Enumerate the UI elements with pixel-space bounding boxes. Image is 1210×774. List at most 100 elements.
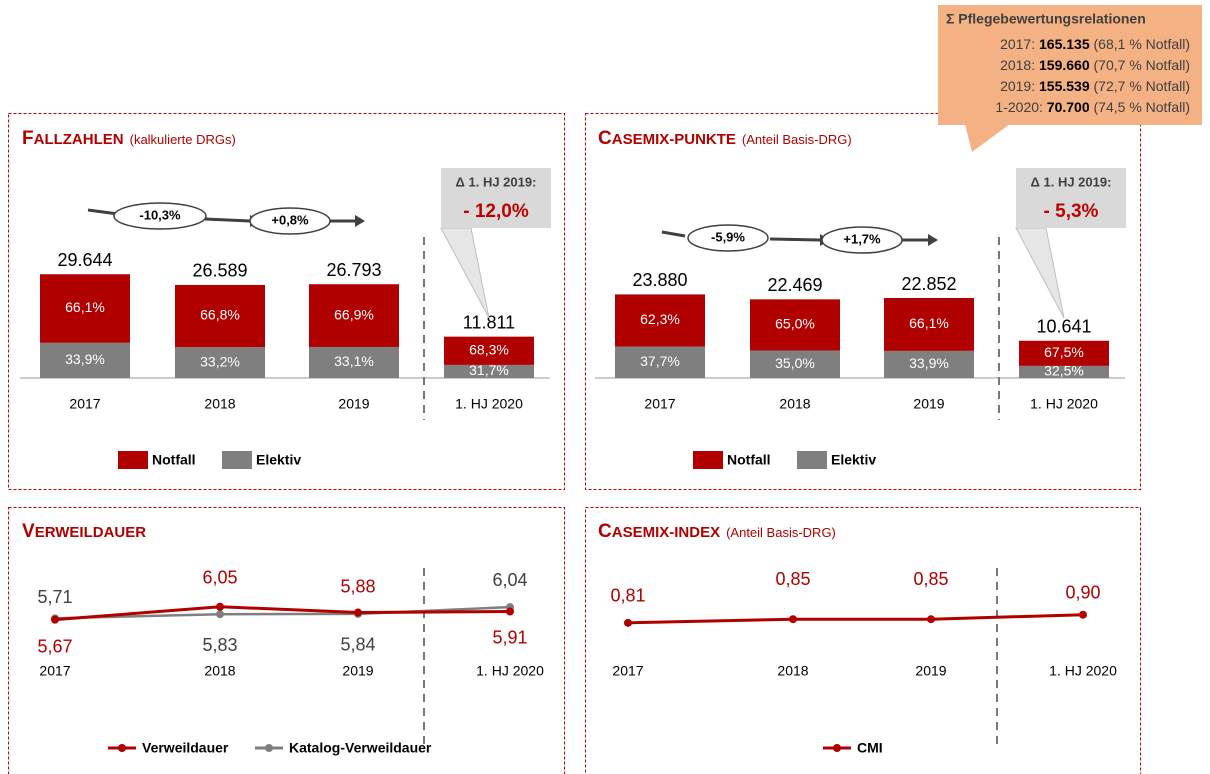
arrow-line xyxy=(769,237,821,242)
row-label: 2017: xyxy=(1000,36,1035,52)
panel-borders xyxy=(8,113,1141,774)
row-label: 1-2020: xyxy=(995,99,1042,115)
value-label: 0,85 xyxy=(775,569,810,589)
legend-swatch xyxy=(118,451,148,469)
chart-title: CASEMIX-PUNKTE xyxy=(598,128,736,149)
chart-title: VERWEILDAUER xyxy=(22,521,147,542)
x-tick-label: 2017 xyxy=(39,663,70,679)
segment-label: 33,9% xyxy=(909,355,949,371)
segment-label: 35,0% xyxy=(775,355,815,371)
value-label: 5,84 xyxy=(340,635,375,655)
point xyxy=(789,615,797,624)
legend-swatch xyxy=(222,451,252,469)
total-label: 26.589 xyxy=(192,261,247,281)
legend-label: Elektiv xyxy=(831,452,876,468)
segment-label: 33,2% xyxy=(200,353,240,369)
value-label: 5,83 xyxy=(202,635,237,655)
total-label: 11.811 xyxy=(463,312,515,332)
point xyxy=(927,615,935,624)
legend-label: Notfall xyxy=(727,452,771,468)
point xyxy=(51,615,59,624)
x-tick-label: 1. HJ 2020 xyxy=(1049,663,1117,679)
bar-segment xyxy=(615,294,705,347)
segment-label: 66,9% xyxy=(334,306,374,322)
row-label: 2018: xyxy=(1000,57,1035,73)
bar-segment xyxy=(444,336,534,365)
row-label: 2019: xyxy=(1000,78,1035,94)
callout-box xyxy=(938,5,1202,125)
segment-label: 37,7% xyxy=(640,353,680,369)
panel xyxy=(585,113,1141,490)
segment-label: 66,1% xyxy=(909,315,949,331)
annotation-bubble xyxy=(687,224,769,252)
title: CASEMIX-PUNKTE (Anteil Basis-DRG) xyxy=(598,128,852,150)
panel xyxy=(585,507,1141,774)
value-label: 6,05 xyxy=(202,568,237,588)
segment-label: 68,3% xyxy=(469,341,509,357)
legend-label: CMI xyxy=(857,740,883,756)
callout-title: Σ Pflegebewertungsrelationen xyxy=(946,11,1146,27)
x-tick-label: 1. HJ 2020 xyxy=(1030,396,1098,412)
total-label: 22.469 xyxy=(767,275,822,295)
callout-row: 2018: 159.660 (70,7 % Notfall) xyxy=(1000,57,1190,73)
value-label: 5,91 xyxy=(492,627,527,647)
delta-value: - 5,3% xyxy=(1044,201,1099,222)
bar-segment xyxy=(615,346,705,378)
annotation-bubble xyxy=(249,207,331,235)
legend-marker xyxy=(118,744,126,752)
panel xyxy=(8,113,565,490)
row-value: 159.660 xyxy=(1039,57,1090,73)
bar-segment xyxy=(309,346,399,378)
point xyxy=(216,610,224,619)
legend-label: Elektiv xyxy=(256,452,301,468)
point xyxy=(216,602,224,611)
callout-row: 2017: 165.135 (68,1 % Notfall) xyxy=(1000,36,1190,52)
value-label: 0,90 xyxy=(1065,582,1100,602)
row-share: (68,1 % Notfall) xyxy=(1094,36,1190,52)
callout-box xyxy=(441,168,551,228)
x-tick-label: 2018 xyxy=(779,396,810,412)
value-label: 0,81 xyxy=(610,586,645,606)
callout-row: 2019: 155.539 (72,7 % Notfall) xyxy=(1000,78,1190,94)
series-line xyxy=(54,605,511,620)
delta-value: - 12,0% xyxy=(463,201,529,222)
row-value: 155.539 xyxy=(1039,78,1090,94)
chart-subtitle: (kalkulierte DRGs) xyxy=(129,132,236,147)
x-tick-label: 2019 xyxy=(342,663,373,679)
legend-label: Verweildauer xyxy=(142,740,229,756)
annotation: -10,3% xyxy=(139,207,181,222)
row-share: (70,7 % Notfall) xyxy=(1094,57,1190,73)
panel xyxy=(8,507,565,774)
series-line xyxy=(54,605,511,622)
legend-marker xyxy=(265,744,273,752)
series-line xyxy=(627,613,1084,625)
x-tick-label: 2018 xyxy=(204,396,235,412)
segment-label: 65,0% xyxy=(775,316,815,332)
bar-segment xyxy=(1019,365,1109,378)
callout-pointer xyxy=(965,124,1010,152)
bar-segment xyxy=(40,274,130,343)
bar-segment xyxy=(750,299,840,351)
total-label: 29.644 xyxy=(57,250,112,270)
value-label: 0,85 xyxy=(913,569,948,589)
annotation: -5,9% xyxy=(711,229,745,244)
annotation-bubble xyxy=(113,202,207,230)
x-tick-label: 2017 xyxy=(69,396,100,412)
value-label: 5,71 xyxy=(37,587,72,607)
segment-label: 67,5% xyxy=(1044,344,1084,360)
segment-label: 66,1% xyxy=(65,299,105,315)
arrow-line xyxy=(661,230,686,238)
arrow-head xyxy=(928,234,938,246)
segment-label: 66,8% xyxy=(200,307,240,323)
x-tick-label: 2018 xyxy=(204,663,235,679)
delta-label: Δ 1. HJ 2019: xyxy=(456,174,537,189)
segment-label: 32,5% xyxy=(1044,363,1084,379)
total-label: 26.793 xyxy=(326,260,381,280)
legend-swatch xyxy=(693,451,723,469)
value-label: 6,04 xyxy=(492,570,527,590)
value-label: 5,67 xyxy=(37,636,72,656)
annotation: +0,8% xyxy=(271,212,309,227)
bar-segment xyxy=(444,364,534,378)
chart-subtitle: (Anteil Basis-DRG) xyxy=(741,132,852,147)
